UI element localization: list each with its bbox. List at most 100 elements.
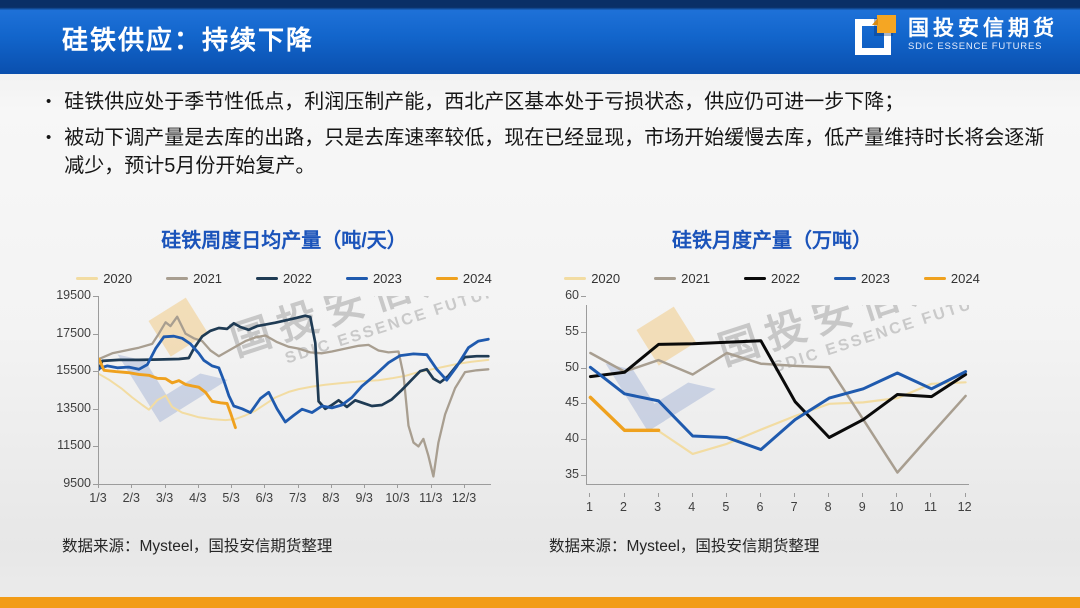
x-tick-mark <box>264 484 266 488</box>
y-tick-mark <box>93 371 98 373</box>
x-tick-label: 12 <box>957 500 972 514</box>
x-tick-mark <box>164 484 166 488</box>
chart-legend: 2020 2021 2022 2023 2024 <box>58 270 510 286</box>
legend-label: 2024 <box>462 270 492 286</box>
plot-area: 9500 11500 13500 15500 17500 19500 国投安信期货 SDI… <box>56 288 510 490</box>
x-tick-label: 9/3 <box>355 491 373 505</box>
legend-swatch <box>923 276 946 280</box>
x-tick-label: 4/3 <box>189 491 207 505</box>
series-line-2024 <box>99 357 237 430</box>
legend-item-2023: 2023 <box>833 270 890 286</box>
x-tick-label: 5/3 <box>222 491 240 505</box>
footer-accent-bar <box>0 597 1080 608</box>
x-tick-mark <box>896 493 898 497</box>
bullet-dot: • <box>46 129 52 146</box>
x-tick-label: 9 <box>858 500 866 514</box>
y-tick-mark <box>581 296 586 297</box>
chart-lines <box>588 339 968 474</box>
y-tick-label: 40 <box>565 431 579 446</box>
y-tick-label: 35 <box>565 467 579 481</box>
x-tick-mark <box>364 484 366 488</box>
legend-item-2024: 2024 <box>435 270 492 286</box>
series-line-2024 <box>588 395 661 433</box>
company-logo-text: 国投安信期货 SDIC ESSENCE FUTURES <box>908 17 1058 53</box>
x-tick-label: 6/3 <box>255 491 274 505</box>
x-tick-mark <box>759 493 761 497</box>
x-tick-label: 5 <box>722 500 730 514</box>
legend-swatch <box>654 276 677 280</box>
legend-label: 2023 <box>372 270 402 286</box>
series-line-2023 <box>99 334 490 424</box>
series-line-2021 <box>589 351 967 474</box>
x-tick-mark <box>131 484 133 488</box>
logo-cube-shape <box>872 15 896 33</box>
series-line-2020 <box>99 358 490 422</box>
x-tick-label: 11/3 <box>419 491 443 505</box>
y-tick-mark <box>93 333 98 335</box>
bullet-text-2: 被动下调产量是去库的出路，只是去库速率较低，现在已经显现，市场开始缓慢去库，低产… <box>64 127 1045 177</box>
legend-label: 2021 <box>193 270 223 286</box>
chart-legend: 2020 2021 2022 2023 2024 <box>546 270 998 286</box>
bullet-item: • 被动下调产量是去库的出路，只是去库速率较低，现在已经显现，市场开始缓慢去库，… <box>46 124 1048 180</box>
y-tick-label: 9500 <box>63 476 91 490</box>
legend-item-2022: 2022 <box>744 271 800 286</box>
legend-item-2022: 2022 <box>256 271 312 286</box>
plot-canvas: 国投安信期货 SDIC ESSENCE FUTURES <box>586 305 969 485</box>
x-tick-mark <box>98 484 99 488</box>
y-axis: 9500 11500 13500 15500 17500 19500 <box>56 288 98 490</box>
x-tick-mark <box>794 493 796 497</box>
legend-item-2021: 2021 <box>654 271 710 286</box>
x-tick-mark <box>464 484 466 488</box>
series-line-2021 <box>99 315 490 478</box>
y-tick-mark <box>581 439 586 441</box>
series-line-2022 <box>99 314 490 411</box>
x-tick-mark <box>725 493 727 497</box>
legend-item-2023: 2023 <box>345 270 402 286</box>
chart-title: 硅铁月度产量（万吨） <box>672 230 872 252</box>
legend-label: 2023 <box>860 270 890 286</box>
legend-label: 2022 <box>771 270 800 286</box>
legend-swatch <box>76 276 99 280</box>
y-tick-label: 15500 <box>56 363 91 378</box>
legend-label: 2021 <box>681 270 711 286</box>
x-tick-mark <box>623 493 625 497</box>
y-tick-mark <box>581 403 586 405</box>
x-tick-mark <box>862 493 864 497</box>
monthly-output-chart: 硅铁月度产量（万吨） 2020 2021 2022 2023 2024 35 40 45 50… <box>546 226 998 518</box>
legend-swatch <box>833 276 856 280</box>
x-tick-label: 3 <box>654 500 662 514</box>
x-tick-mark <box>197 484 199 488</box>
legend-swatch <box>564 276 587 280</box>
y-tick-label: 45 <box>565 395 579 410</box>
y-tick-label: 55 <box>565 323 579 338</box>
legend-label: 2024 <box>950 270 980 286</box>
plot-area: 35 40 45 50 55 60 国投安信期货 SDIC ESSENCE FUTURES <box>546 288 998 485</box>
x-tick-mark <box>691 493 693 497</box>
page-title: 硅铁供应：持续下降 <box>62 25 315 55</box>
x-axis: 1 2 3 4 5 6 7 8 9 10 11 12 <box>586 493 998 518</box>
plot-canvas: 国投安信期货 SDIC ESSENCE FUTURES <box>98 296 491 485</box>
y-tick-mark <box>93 296 98 297</box>
x-tick-label: 1 <box>585 500 593 514</box>
legend-swatch <box>345 276 368 280</box>
x-tick-label: 1/3 <box>89 491 107 505</box>
bullet-dot: • <box>46 93 52 110</box>
header-bar: 硅铁供应：持续下降 国投安信期货 SDIC ESSENCE FUTURES <box>0 0 1080 74</box>
x-tick-label: 3/3 <box>155 491 174 505</box>
y-tick-mark <box>581 331 586 333</box>
legend-swatch <box>435 276 458 280</box>
x-tick-mark <box>657 493 659 497</box>
data-source-left: 数据来源：Mysteel，国投安信期货整理 <box>62 538 333 555</box>
series-line-2020 <box>589 381 967 455</box>
legend-item-2020: 2020 <box>564 271 620 286</box>
x-tick-mark <box>397 484 399 488</box>
bullet-list: • 硅铁供应处于季节性低点，利润压制产能，西北产区基本处于亏损状态，供应仍可进一… <box>46 88 1048 188</box>
x-tick-mark <box>297 484 299 488</box>
legend-swatch <box>166 276 189 280</box>
y-tick-mark <box>581 475 586 476</box>
company-logo: 国投安信期货 SDIC ESSENCE FUTURES <box>855 13 1058 57</box>
company-name-cn: 国投安信期货 <box>908 17 1058 41</box>
legend-item-2024: 2024 <box>923 270 980 286</box>
x-tick-label: 10 <box>889 500 904 514</box>
